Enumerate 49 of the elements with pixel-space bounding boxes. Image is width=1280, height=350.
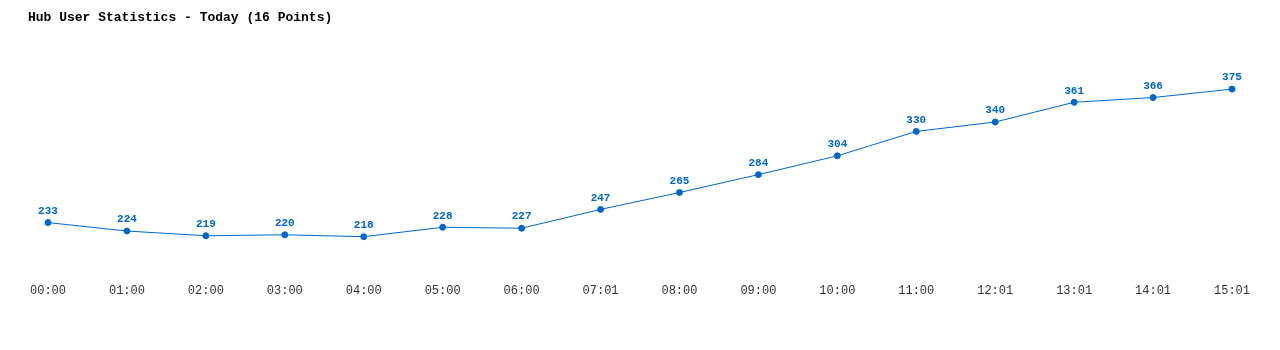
x-tick-label: 10:00 (819, 283, 856, 298)
point (991, 118, 999, 126)
point (123, 227, 131, 235)
point (518, 224, 526, 232)
point (439, 223, 447, 231)
x-tick-label: 09:00 (740, 283, 777, 298)
data-label: 284 (748, 156, 769, 169)
point (1070, 98, 1078, 106)
x-tick-label: 11:00 (898, 283, 935, 298)
x-tick-label: 08:00 (661, 283, 698, 298)
data-label: 247 (590, 191, 611, 204)
point (754, 171, 762, 179)
point (912, 127, 920, 135)
data-label: 233 (38, 204, 59, 217)
data-label: 304 (827, 138, 848, 151)
chart-title: Hub User Statistics - Today (16 Points) (28, 10, 333, 26)
point (675, 189, 683, 196)
point (281, 231, 289, 239)
data-label: 227 (511, 210, 532, 223)
point (597, 205, 605, 213)
data-label: 228 (432, 209, 453, 222)
x-tick-label: 14:01 (1135, 283, 1172, 298)
x-tick-label: 02:00 (187, 283, 224, 298)
x-tick-label: 07:01 (582, 283, 619, 298)
point (202, 232, 210, 240)
data-label: 219 (195, 218, 216, 231)
point (360, 233, 368, 241)
x-tick-label: 13:01 (1056, 283, 1093, 298)
point (1149, 94, 1157, 102)
point (833, 152, 841, 160)
data-label: 220 (274, 217, 295, 230)
x-tick-label: 04:00 (345, 283, 382, 298)
data-label: 375 (1222, 71, 1243, 84)
data-label: 330 (906, 113, 927, 126)
x-tick-label: 00:00 (30, 283, 67, 298)
data-label: 366 (1143, 79, 1163, 92)
x-tick-label: 12:01 (977, 283, 1014, 298)
data-label: 361 (1064, 84, 1085, 97)
x-tick-label: 06:00 (503, 283, 540, 298)
point (44, 219, 52, 227)
data-label: 224 (117, 213, 138, 226)
data-label: 340 (985, 104, 1006, 117)
x-tick-label: 03:00 (266, 283, 303, 298)
x-tick-label: 01:00 (108, 283, 145, 298)
data-label: 218 (353, 218, 375, 231)
data-label: 265 (669, 174, 690, 187)
x-tick-label: 15:01 (1213, 283, 1250, 298)
x-tick-label: 05:00 (424, 283, 461, 298)
point (1228, 85, 1236, 93)
